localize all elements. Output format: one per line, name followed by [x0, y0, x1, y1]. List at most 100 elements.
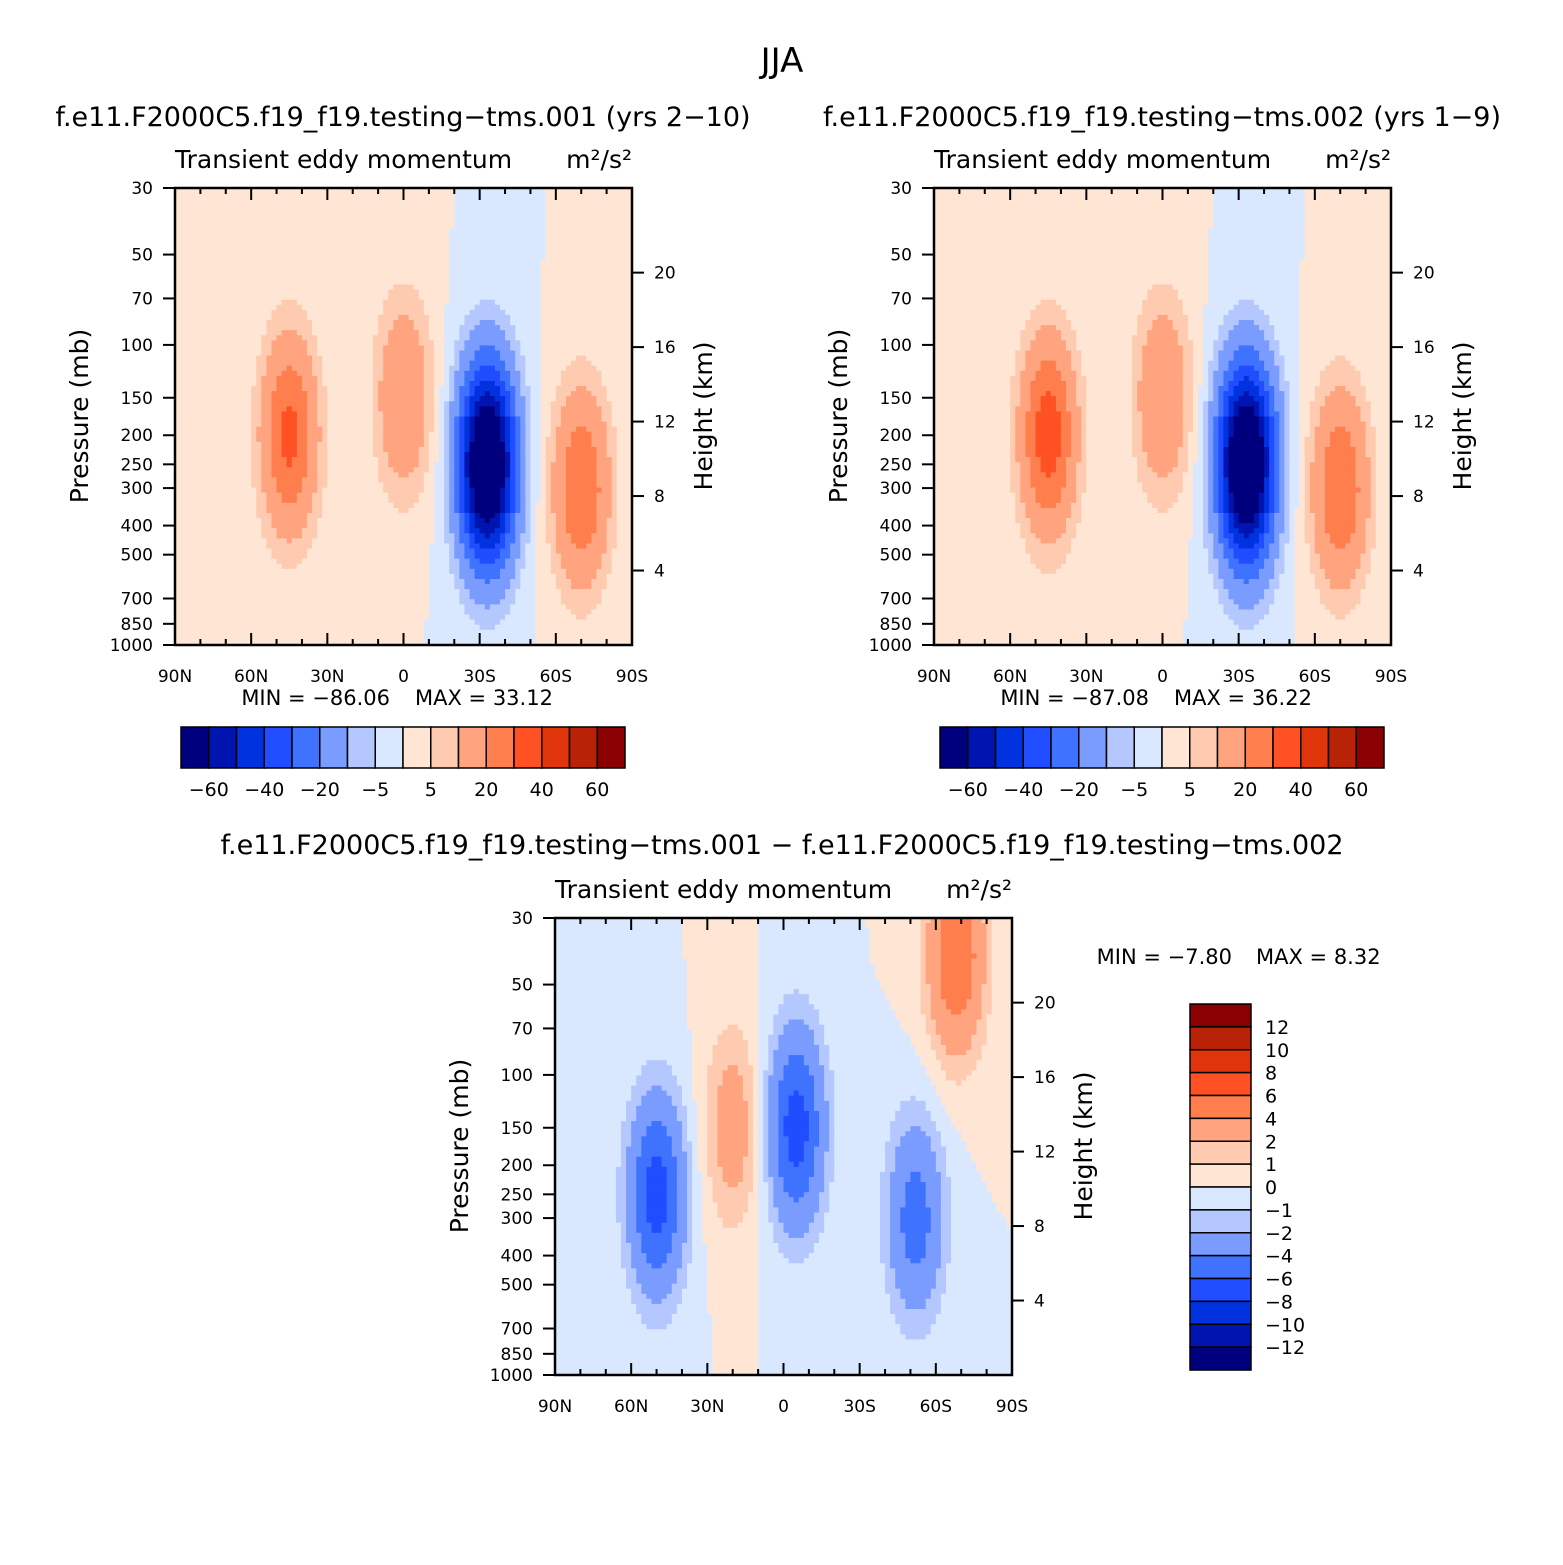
field-cell	[393, 314, 400, 321]
field-cell	[606, 233, 613, 240]
field-cell	[408, 274, 415, 280]
field-cell	[439, 259, 445, 265]
field-cell	[388, 426, 394, 433]
field-cell	[190, 218, 196, 225]
field-cell	[423, 380, 430, 387]
field-cell	[185, 365, 191, 372]
field-cell	[535, 416, 542, 423]
field-cell	[378, 467, 384, 473]
field-cell	[428, 386, 435, 392]
field-cell	[220, 431, 227, 438]
field-cell	[276, 269, 283, 275]
field-cell	[601, 386, 608, 392]
field-cell	[276, 355, 283, 362]
field-cell	[560, 370, 567, 377]
field-cell	[413, 243, 420, 250]
field-cell	[616, 441, 623, 448]
field-cell	[550, 462, 557, 468]
field-cell	[449, 264, 455, 270]
field-cell	[332, 401, 339, 407]
field-cell	[378, 289, 384, 296]
field-cell	[479, 401, 486, 407]
field-cell	[185, 309, 191, 316]
field-cell	[281, 441, 288, 448]
field-cell	[545, 350, 552, 357]
field-cell	[286, 370, 293, 377]
field-cell	[220, 446, 227, 453]
field-cell	[439, 360, 445, 367]
field-cell	[489, 365, 496, 372]
field-cell	[291, 452, 298, 458]
field-cell	[545, 203, 552, 209]
field-cell	[342, 304, 349, 311]
field-cell	[494, 279, 501, 286]
field-cell	[520, 294, 526, 301]
field-cell	[327, 243, 334, 250]
field-cell	[256, 325, 262, 331]
field-cell	[327, 279, 334, 286]
field-cell	[190, 193, 196, 199]
field-cell	[565, 426, 572, 433]
field-cell	[317, 218, 323, 225]
field-cell	[408, 355, 415, 362]
field-cell	[560, 284, 567, 291]
field-cell	[439, 436, 445, 443]
field-cell	[520, 198, 526, 204]
field-cell	[210, 284, 217, 291]
field-cell	[398, 391, 405, 397]
field-cell	[373, 386, 379, 392]
field-cell	[565, 284, 572, 291]
field-cell	[225, 274, 232, 280]
field-cell	[479, 213, 486, 220]
field-cell	[621, 396, 628, 402]
field-cell	[327, 208, 334, 214]
field-cell	[611, 264, 618, 270]
field-cell	[337, 243, 344, 250]
field-cell	[205, 218, 212, 225]
field-cell	[352, 462, 359, 468]
field-cell	[439, 238, 445, 245]
field-cell	[515, 259, 521, 265]
field-cell	[444, 233, 450, 240]
field-cell	[190, 264, 196, 270]
field-cell	[540, 380, 547, 387]
field-cell	[362, 208, 369, 214]
field-cell	[241, 304, 247, 311]
field-cell	[225, 416, 232, 423]
field-cell	[373, 299, 379, 306]
field-cell	[180, 208, 186, 214]
field-cell	[317, 243, 323, 250]
field-cell	[317, 264, 323, 270]
field-cell	[388, 198, 394, 204]
field-cell	[408, 330, 415, 336]
field-cell	[367, 188, 374, 194]
field-cell	[565, 345, 572, 352]
field-cell	[312, 248, 318, 255]
field-cell	[256, 238, 262, 245]
field-cell	[276, 330, 283, 336]
field-cell	[317, 248, 323, 255]
field-cell	[545, 355, 552, 362]
field-cell	[291, 406, 298, 413]
field-cell	[428, 218, 435, 225]
field-cell	[489, 416, 496, 423]
field-cell	[373, 213, 379, 220]
field-cell	[515, 193, 521, 199]
field-cell	[195, 401, 201, 407]
field-cell	[215, 386, 222, 392]
field-cell	[459, 243, 466, 250]
field-cell	[312, 233, 318, 240]
field-cell	[484, 365, 491, 372]
field-cell	[408, 299, 415, 306]
field-cell	[576, 284, 582, 291]
field-cell	[444, 355, 450, 362]
field-cell	[322, 375, 328, 382]
field-cell	[195, 218, 201, 225]
field-cell	[256, 411, 262, 418]
field-cell	[418, 284, 425, 291]
field-cell	[449, 294, 455, 301]
field-cell	[347, 208, 354, 214]
field-cell	[601, 259, 608, 265]
field-cell	[606, 193, 613, 199]
field-cell	[479, 238, 486, 245]
